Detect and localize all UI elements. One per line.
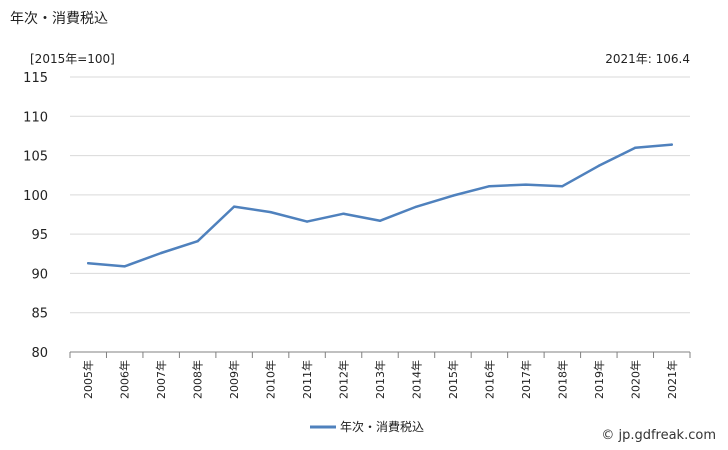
data-point	[159, 251, 163, 255]
data-point	[87, 262, 90, 265]
x-tick-label: 2014年	[409, 360, 423, 399]
data-point	[451, 194, 455, 197]
source-credit: © jp.gdfreak.com	[601, 428, 716, 443]
x-tick-label: 2016年	[482, 360, 496, 399]
y-axis-ticks: 80 85 90 95 100 105 110 115	[23, 71, 48, 361]
y-axis-unit-label: [2015年=100]	[30, 52, 115, 66]
legend-label: 年次・消費税込	[340, 419, 424, 434]
x-tick-label: 2018年	[555, 360, 569, 399]
data-point	[561, 185, 564, 188]
x-tick-label: 2006年	[118, 360, 132, 399]
data-point	[196, 240, 199, 243]
x-tick-label: 2005年	[81, 360, 95, 399]
data-point	[415, 205, 418, 208]
data-point	[524, 183, 528, 186]
data-point	[378, 219, 382, 222]
data-point	[488, 185, 491, 188]
y-tick-label: 110	[23, 110, 48, 125]
legend: 年次・消費税込	[310, 419, 424, 434]
x-tick-label: 2012年	[337, 360, 351, 399]
data-point	[634, 146, 637, 149]
y-tick-label: 85	[31, 307, 48, 322]
data-point	[305, 220, 309, 223]
x-tick-label: 2021年	[665, 360, 679, 399]
series-layer	[86, 143, 674, 268]
y-tick-label: 115	[23, 71, 48, 86]
x-tick-label: 2019年	[592, 360, 606, 399]
x-tick-label: 2011年	[300, 360, 314, 399]
x-tick-label: 2015年	[446, 360, 460, 399]
x-tick-label: 2009年	[227, 360, 241, 399]
data-point	[597, 164, 601, 167]
y-tick-label: 95	[31, 228, 48, 243]
data-point	[232, 205, 236, 208]
x-tick-label: 2020年	[628, 360, 642, 399]
gridlines	[70, 76, 690, 314]
y-tick-label: 90	[31, 267, 48, 282]
x-tick-label: 2017年	[519, 360, 533, 399]
latest-value-label: 2021年: 106.4	[605, 52, 690, 66]
data-point	[269, 210, 272, 214]
x-tick-label: 2010年	[264, 360, 278, 399]
series-line	[86, 143, 674, 268]
x-axis: 2005年 2006年 2007年 2008年 2009年 2010年 2011年 2012年…	[69, 351, 691, 399]
data-point	[342, 212, 345, 215]
data-point	[123, 265, 126, 268]
y-tick-label: 100	[23, 189, 48, 204]
x-tick-label: 2008年	[191, 360, 205, 399]
data-point	[670, 143, 673, 146]
chart-title: 年次・消費税込	[10, 11, 108, 27]
y-tick-label: 105	[23, 150, 48, 165]
y-tick-label: 80	[31, 346, 48, 361]
x-tick-label: 2013年	[373, 360, 387, 399]
x-tick-label: 2007年	[154, 360, 168, 399]
